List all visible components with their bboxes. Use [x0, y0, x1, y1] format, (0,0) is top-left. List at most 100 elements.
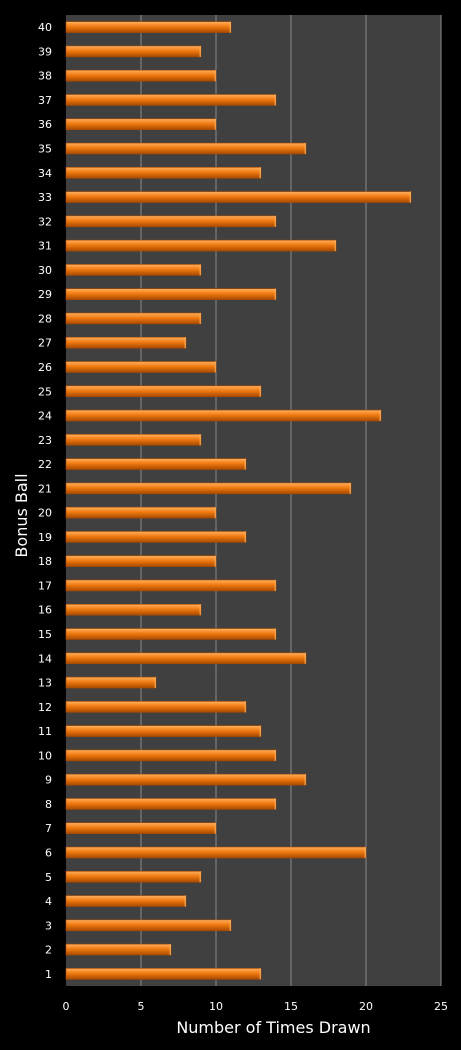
- bar-7: [65, 822, 217, 834]
- y-tick-label: 31: [38, 240, 52, 253]
- bar-20: [65, 506, 217, 519]
- bar-28: [65, 312, 202, 325]
- y-tick-label: 8: [45, 798, 52, 811]
- x-tick-label: 25: [434, 1000, 448, 1013]
- y-tick-label: 14: [38, 652, 52, 665]
- y-tick-label: 6: [45, 846, 52, 859]
- bar-end-cap: [214, 555, 216, 567]
- bar-end-cap: [184, 337, 186, 349]
- bar-31: [65, 239, 337, 252]
- bar-40: [65, 21, 232, 33]
- y-tick-label: 17: [38, 579, 52, 592]
- y-tick-label: 5: [45, 871, 52, 884]
- bar-27: [65, 336, 187, 349]
- y-tick-label: 28: [38, 312, 52, 325]
- bar-end-cap: [304, 774, 306, 786]
- y-tick-label: 16: [38, 604, 52, 617]
- y-tick-label: 18: [38, 555, 52, 568]
- bar-end-cap: [274, 749, 276, 761]
- bar-end-cap: [334, 240, 336, 252]
- y-tick-label: 19: [38, 531, 52, 544]
- bar-34: [65, 167, 262, 179]
- plot-area: [66, 15, 441, 986]
- bar-30: [65, 264, 202, 276]
- bar-35: [65, 142, 307, 155]
- x-tick-label: 10: [209, 1000, 223, 1013]
- y-tick-label: 34: [38, 167, 52, 180]
- bar-2: [65, 943, 172, 956]
- bar-end-cap: [409, 191, 411, 203]
- bar-end-cap: [364, 847, 366, 858]
- bar-end-cap: [214, 822, 216, 834]
- y-tick-label: 36: [38, 118, 52, 131]
- y-tick-label: 27: [38, 337, 52, 350]
- bar-26: [65, 361, 217, 373]
- bar-end-cap: [259, 385, 261, 397]
- bar-end-cap: [214, 507, 216, 519]
- x-tick-label: 5: [138, 1000, 145, 1013]
- y-tick-label: 21: [38, 482, 52, 495]
- bar-end-cap: [229, 919, 231, 931]
- bar-end-cap: [274, 215, 276, 227]
- bar-end-cap: [199, 312, 201, 324]
- bar-12: [65, 701, 247, 713]
- bar-end-cap: [274, 580, 276, 591]
- bar-6: [65, 846, 367, 859]
- y-tick-label: 40: [38, 21, 52, 34]
- bar-4: [65, 895, 187, 907]
- bar-end-cap: [304, 143, 306, 154]
- y-tick-label: 39: [38, 45, 52, 58]
- x-tick-label: 0: [63, 1000, 70, 1013]
- bar-10: [65, 749, 277, 762]
- bar-end-cap: [244, 458, 246, 470]
- bar-23: [65, 434, 202, 446]
- y-tick-label: 10: [38, 749, 52, 762]
- bar-32: [65, 215, 277, 228]
- y-tick-label: 22: [38, 458, 52, 471]
- bar-5: [65, 871, 202, 883]
- bar-33: [65, 191, 412, 203]
- bar-end-cap: [199, 45, 201, 57]
- y-tick-label: 23: [38, 434, 52, 447]
- bar-14: [65, 652, 307, 665]
- x-tick-label: 20: [359, 1000, 373, 1013]
- y-tick-label: 37: [38, 94, 52, 107]
- y-tick-label: 29: [38, 288, 52, 301]
- y-tick-label: 2: [45, 944, 52, 957]
- bar-end-cap: [199, 871, 201, 883]
- bar-end-cap: [274, 798, 276, 810]
- bar-18: [65, 555, 217, 567]
- y-tick-label: 15: [38, 628, 52, 641]
- x-axis-title: Number of Times Drawn: [176, 1018, 370, 1037]
- y-axis-title: Bonus Ball: [12, 473, 31, 557]
- bar-37: [65, 94, 277, 106]
- bar-9: [65, 773, 307, 786]
- bar-21: [65, 482, 352, 495]
- y-tick-label: 3: [45, 919, 52, 932]
- bar-end-cap: [244, 701, 246, 713]
- bar-13: [65, 676, 157, 689]
- x-tick-label: 15: [284, 1000, 298, 1013]
- bar-39: [65, 45, 202, 58]
- bar-end-cap: [184, 895, 186, 907]
- bar-end-cap: [379, 410, 381, 421]
- bar-1: [65, 968, 262, 980]
- y-tick-label: 4: [45, 895, 52, 908]
- y-tick-label: 11: [38, 725, 52, 738]
- y-tick-label: 38: [38, 70, 52, 83]
- bar-end-cap: [169, 944, 171, 956]
- y-tick-label: 7: [45, 822, 52, 835]
- bar-end-cap: [274, 628, 276, 640]
- bar-29: [65, 288, 277, 300]
- bar-end-cap: [199, 434, 201, 446]
- bar-end-cap: [274, 288, 276, 300]
- bar-25: [65, 385, 262, 398]
- y-axis-tick-labels: 1234567891011121314151617181920212223242…: [38, 21, 52, 981]
- y-tick-label: 9: [45, 774, 52, 787]
- bar-15: [65, 628, 277, 640]
- bar-end-cap: [154, 677, 156, 689]
- bar-end-cap: [259, 725, 261, 737]
- y-tick-label: 25: [38, 385, 52, 398]
- y-tick-label: 33: [38, 191, 52, 204]
